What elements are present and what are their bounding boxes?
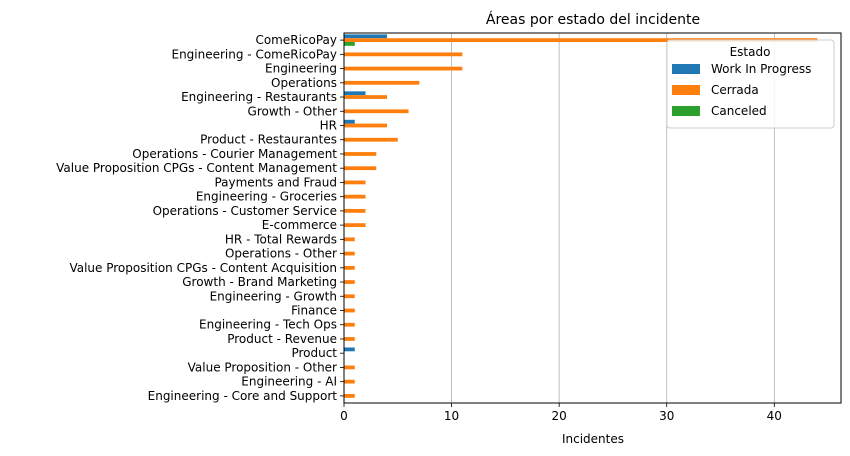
y-tick-label: Payments and Fraud <box>214 175 337 189</box>
y-tick-label: Engineering <box>265 62 337 76</box>
bar <box>344 308 355 313</box>
y-tick-label: Engineering - ComeRicoPay <box>171 47 337 61</box>
bar <box>344 38 818 43</box>
bar <box>344 322 355 327</box>
bar <box>344 123 388 128</box>
x-axis: 0 10 20 30 40 <box>340 403 782 423</box>
y-tick-label: Value Proposition CPGs - Content Acquisi… <box>69 261 337 275</box>
y-tick-label: Product - Revenue <box>227 332 337 346</box>
bar <box>344 237 355 242</box>
legend-swatch <box>672 106 700 116</box>
legend-entry: Work In Progress <box>711 62 811 76</box>
x-tick-label: 30 <box>659 409 674 423</box>
legend-swatch <box>672 85 700 95</box>
bar <box>344 52 463 57</box>
legend-entry: Canceled <box>711 104 767 118</box>
y-tick-label: Growth - Brand Marketing <box>182 275 337 289</box>
bar <box>344 80 420 85</box>
bar <box>344 347 355 352</box>
bar <box>344 393 355 398</box>
y-tick-label: HR - Total Rewards <box>225 232 337 246</box>
y-tick-label: Engineering - AI <box>241 375 337 389</box>
legend: Estado Work In Progress Cerrada Canceled <box>666 39 835 129</box>
y-tick-label: Operations - Courier Management <box>132 147 337 161</box>
x-tick-label: 0 <box>340 409 348 423</box>
y-tick-label: Operations - Customer Service <box>153 204 337 218</box>
y-tick-label: Operations - Other <box>225 247 337 261</box>
y-tick-label: Product - Restaurantes <box>200 133 337 147</box>
y-tick-label: Finance <box>291 304 337 318</box>
bar <box>344 137 398 142</box>
bar <box>344 152 377 156</box>
y-tick-label: ComeRicoPay <box>255 33 337 47</box>
bar <box>344 337 355 341</box>
bars <box>344 34 818 398</box>
x-tick-label: 10 <box>444 409 459 423</box>
legend-box <box>666 39 835 129</box>
bar <box>344 66 463 71</box>
y-tick-label: HR <box>320 119 337 133</box>
y-tick-label: Value Proposition - Other <box>188 360 337 374</box>
bar <box>344 251 355 256</box>
legend-entry: Cerrada <box>711 83 759 97</box>
bar <box>344 194 366 199</box>
bar <box>344 34 388 39</box>
y-tick-label: Operations <box>271 76 337 90</box>
y-tick-label: Engineering - Restaurants <box>181 90 337 104</box>
bar <box>344 91 366 96</box>
bar <box>344 280 355 284</box>
bar <box>344 180 366 185</box>
bar <box>344 166 377 171</box>
bar <box>344 95 388 99</box>
bar <box>344 365 355 370</box>
bar <box>344 265 355 270</box>
chart-title: Áreas por estado del incidente <box>486 11 700 28</box>
y-tick-label: Value Proposition CPGs - Content Managem… <box>56 161 337 175</box>
bar <box>344 42 355 46</box>
y-tick-label: Growth - Other <box>248 104 338 118</box>
bar <box>344 109 409 114</box>
bar <box>344 119 355 124</box>
bar <box>344 208 366 213</box>
y-tick-label: Engineering - Groceries <box>196 190 337 204</box>
y-tick-label: Product <box>291 346 337 360</box>
plot-frame <box>343 32 842 404</box>
legend-title: Estado <box>730 45 771 59</box>
y-tick-label: E-commerce <box>262 218 337 232</box>
bar <box>344 379 355 384</box>
x-tick-label: 40 <box>767 409 782 423</box>
y-tick-label: Engineering - Growth <box>210 289 337 303</box>
x-tick-label: 20 <box>552 409 567 423</box>
bar <box>344 294 355 299</box>
bar <box>344 223 366 228</box>
y-tick-label: Engineering - Tech Ops <box>199 318 337 332</box>
y-tick-label: Engineering - Core and Support <box>148 389 338 403</box>
x-axis-label: Incidentes <box>562 432 624 446</box>
legend-swatch <box>672 64 700 74</box>
